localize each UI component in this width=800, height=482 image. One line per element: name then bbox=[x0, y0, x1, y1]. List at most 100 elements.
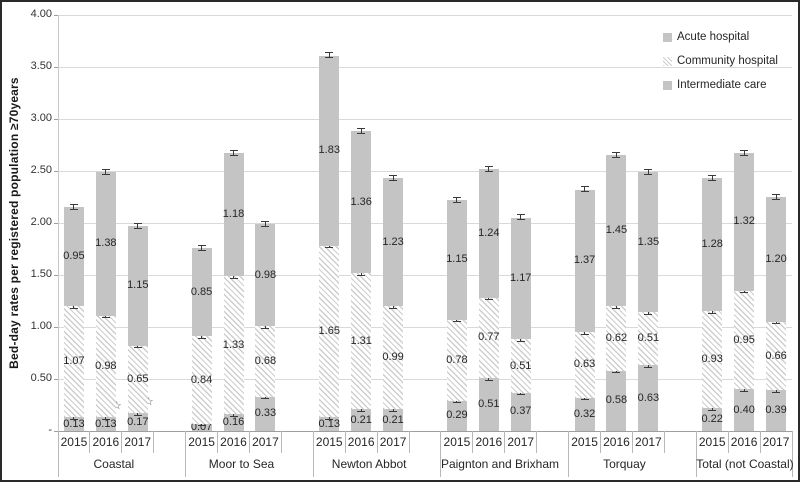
bar-value-label: 0.63 bbox=[573, 358, 596, 371]
legend-label: Acute hospital bbox=[677, 31, 750, 43]
y-axis-tick bbox=[54, 326, 58, 328]
bar-value-label: 0.13 bbox=[63, 417, 85, 430]
bar-value-label: 0.07 bbox=[190, 420, 213, 433]
group-separator-line bbox=[695, 431, 697, 477]
bar-value-label: 0.99 bbox=[382, 351, 404, 364]
legend-label: Community hospital bbox=[677, 55, 778, 67]
error-bar bbox=[69, 204, 78, 210]
y-tick-label: 1.50 bbox=[30, 268, 52, 280]
year-separator-tick bbox=[344, 431, 346, 453]
bar-segment-acute-hospital bbox=[319, 55, 340, 246]
year-separator-tick bbox=[472, 431, 474, 453]
bar-segment-intermediate-care bbox=[478, 377, 499, 431]
bar-value-label: 0.78 bbox=[446, 353, 468, 366]
legend-swatch-solid-icon bbox=[663, 81, 672, 90]
y-gridline bbox=[58, 326, 792, 328]
x-tick-year-label: 2017 bbox=[635, 435, 662, 449]
bar-segment-community-hospital bbox=[766, 321, 787, 391]
x-tick-year-label: 2015 bbox=[443, 435, 471, 449]
bar-segment-intermediate-care bbox=[638, 365, 659, 431]
bar-value-label: 0.95 bbox=[63, 250, 85, 263]
y-tick-label: 3.00 bbox=[30, 112, 52, 124]
bar-value-label: 0.98 bbox=[254, 268, 277, 281]
bar-value-label: 0.13 bbox=[318, 417, 340, 430]
bar-segment-community-hospital bbox=[191, 336, 212, 424]
year-separator-tick bbox=[153, 431, 155, 453]
bar-value-label: 1.15 bbox=[446, 253, 468, 266]
bar-value-label: 0.98 bbox=[95, 360, 117, 373]
bar-segment-intermediate-care bbox=[510, 392, 531, 431]
error-bar bbox=[101, 168, 110, 175]
bar-value-label: 0.29 bbox=[446, 409, 468, 422]
bar-value-label: 0.77 bbox=[478, 331, 500, 344]
group-separator-line bbox=[312, 431, 314, 477]
bar-value-label: 1.24 bbox=[478, 226, 500, 239]
x-tick-year-label: 2016 bbox=[347, 435, 375, 449]
legend-swatch-solid-icon bbox=[663, 33, 672, 42]
y-tick-label: 0.50 bbox=[30, 372, 52, 384]
bar-segment-community-hospital bbox=[383, 306, 404, 410]
bar-value-label: 0.66 bbox=[765, 349, 787, 362]
year-separator-tick bbox=[631, 431, 633, 453]
bar-value-label: 0.84 bbox=[190, 373, 213, 386]
x-tick-year-label: 2015 bbox=[698, 435, 726, 449]
y-tick-label: 3.50 bbox=[30, 60, 52, 72]
bar-value-label: 1.07 bbox=[63, 355, 85, 368]
bar-value-label: 0.39 bbox=[765, 404, 787, 417]
bar-value-label: 1.83 bbox=[318, 144, 340, 157]
bar-segment-intermediate-care bbox=[63, 417, 84, 431]
bar-segment-intermediate-care bbox=[734, 389, 755, 431]
bar-segment-community-hospital bbox=[95, 315, 116, 418]
error-bar bbox=[580, 186, 589, 193]
bar-value-label: 0.63 bbox=[637, 391, 660, 404]
bar-segment-intermediate-care bbox=[191, 423, 212, 431]
group-separator-line bbox=[185, 431, 187, 477]
bar-value-label: 0.85 bbox=[190, 285, 213, 298]
bar-segment-intermediate-care bbox=[702, 408, 723, 431]
bar-value-label: 1.15 bbox=[127, 279, 149, 292]
error-bar bbox=[389, 174, 398, 181]
legend-label: Intermediate care bbox=[677, 79, 767, 91]
bar-value-label: 1.65 bbox=[318, 325, 340, 338]
bar-segment-acute-hospital bbox=[191, 247, 212, 337]
bar-value-label: 1.37 bbox=[573, 254, 596, 267]
error-bar bbox=[261, 220, 270, 227]
x-tick-year-label: 2017 bbox=[762, 435, 790, 449]
y-gridline bbox=[58, 378, 792, 380]
bar-segment-acute-hospital bbox=[351, 131, 372, 273]
y-axis-tick bbox=[54, 274, 58, 276]
x-tick-year-label: 2015 bbox=[60, 435, 88, 449]
year-separator-tick bbox=[600, 431, 602, 453]
y-axis-tick bbox=[54, 14, 58, 16]
bar-segment-acute-hospital bbox=[638, 172, 659, 313]
bar-segment-intermediate-care bbox=[606, 370, 627, 431]
x-axis-group-label: Newton Abbot bbox=[331, 457, 407, 471]
legend: Acute hospital Community hospital Intermed… bbox=[663, 31, 778, 92]
bar-segment-community-hospital bbox=[446, 319, 467, 401]
group-separator-line bbox=[568, 431, 570, 477]
x-tick-year-label: 2016 bbox=[730, 435, 758, 449]
y-gridline bbox=[58, 14, 792, 16]
y-gridline bbox=[58, 118, 792, 120]
bar-segment-community-hospital bbox=[255, 325, 276, 397]
y-gridline bbox=[58, 66, 792, 68]
bar-value-label: 0.65 bbox=[127, 373, 149, 386]
x-tick-year-label: 2016 bbox=[92, 435, 120, 449]
error-bar bbox=[612, 152, 621, 158]
y-tick-label: 4.00 bbox=[30, 8, 52, 20]
x-axis-group-label: Torquay bbox=[603, 457, 646, 471]
x-tick-year-label: 2015 bbox=[188, 435, 215, 449]
bar-value-label: 0.93 bbox=[701, 353, 723, 366]
error-bar bbox=[133, 222, 142, 229]
bar-segment-community-hospital bbox=[127, 345, 148, 414]
bar-value-label: 1.18 bbox=[222, 208, 245, 221]
group-separator-line bbox=[57, 431, 59, 477]
bar-segment-intermediate-care bbox=[319, 417, 340, 431]
bar-segment-intermediate-care bbox=[351, 409, 372, 431]
bar-segment-acute-hospital bbox=[127, 226, 148, 346]
bar-segment-community-hospital bbox=[351, 272, 372, 410]
legend-item-community-hospital: Community hospital bbox=[663, 55, 778, 68]
bar-value-label: 0.21 bbox=[382, 413, 404, 426]
bar-value-label: 0.32 bbox=[573, 407, 596, 420]
